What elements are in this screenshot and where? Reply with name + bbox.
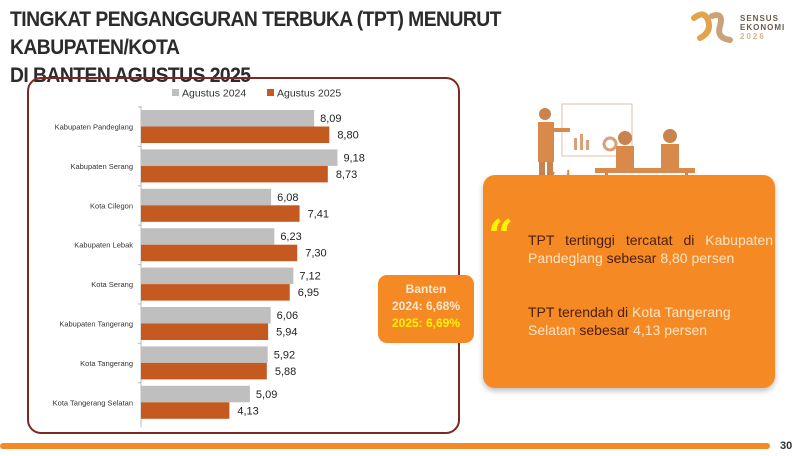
region-highlight: Kota Tangerang Selatan	[528, 304, 731, 338]
bar	[141, 362, 267, 380]
lowest-tpt-text: TPT terendah di Kota Tangerang Selatan s…	[528, 303, 773, 339]
chart-card: Agustus 2024 Agustus 2025 Kabupaten Pandeg…	[27, 77, 474, 434]
category-label: Kabupaten Pandeglang	[55, 123, 133, 132]
bar	[141, 346, 268, 363]
quote-icon: “	[488, 211, 514, 262]
bar	[141, 284, 290, 301]
banten-2024: 2024: 6,68%	[391, 299, 461, 313]
data-label: 6,06	[277, 310, 298, 322]
sensus-ekonomi-logo: SENSUS EKONOMI 2026	[690, 8, 800, 48]
data-label: 7,41	[308, 208, 329, 220]
data-label: 6,23	[280, 231, 301, 243]
bar	[141, 228, 275, 245]
bar	[141, 307, 271, 324]
category-label: Kota Tangerang	[80, 359, 133, 368]
logo-text: EKONOMI	[740, 23, 786, 32]
category-label: Kota Tangerang Selatan	[53, 398, 133, 407]
data-label: 5,88	[275, 366, 296, 378]
data-label: 9,18	[343, 152, 364, 164]
title-line-2: DI BANTEN AGUSTUS 2025	[10, 64, 251, 87]
data-label: 5,09	[256, 389, 277, 401]
bar	[141, 205, 300, 222]
legend-swatch	[267, 89, 274, 96]
bar	[141, 188, 272, 206]
text: TPT terendah di	[528, 304, 633, 320]
text: sebesar	[575, 322, 634, 338]
banten-summary-badge: Banten 2024: 6,68% 2025: 6,69%	[378, 275, 474, 343]
banten-title: Banten	[405, 282, 447, 296]
region-highlight: Kabupaten Pandeglang	[528, 232, 773, 266]
data-label: 8,09	[320, 113, 341, 125]
category-label: Kota Cilegon	[90, 201, 133, 210]
data-label: 4,13	[237, 405, 258, 417]
logo-text: SENSUS	[740, 14, 779, 23]
bar-chart: Agustus 2024 Agustus 2025 Kabupaten Pandeg…	[53, 88, 365, 428]
data-label: 7,12	[299, 271, 320, 283]
bar	[141, 149, 338, 166]
data-label: 6,95	[298, 287, 319, 299]
page-number: 30	[780, 440, 793, 452]
data-label: 8,80	[337, 130, 358, 142]
data-label: 7,30	[305, 248, 326, 260]
data-label: 5,94	[276, 327, 297, 339]
highlight-box	[483, 175, 775, 388]
bar	[141, 165, 328, 183]
title-line-1: TINGKAT PENGANGGURAN TERBUKA (TPT) MENUR…	[10, 8, 501, 59]
data-label: 8,73	[336, 169, 357, 181]
legend-label: Agustus 2024	[182, 88, 246, 100]
legend-label: Agustus 2025	[277, 88, 341, 100]
category-label: Kabupaten Tangerang	[59, 320, 133, 329]
bar	[141, 402, 230, 419]
text: sebesar	[602, 250, 661, 266]
logo-text: 2026	[740, 32, 766, 41]
bar	[141, 267, 294, 285]
footer-bar	[0, 443, 770, 449]
category-label: Kota Serang	[91, 280, 133, 289]
highest-tpt-text: TPT tertinggi tercatat di Kabupaten Pand…	[528, 231, 773, 267]
bar	[141, 323, 269, 340]
data-label: 6,08	[277, 192, 298, 204]
value-highlight: 4,13 persen	[633, 322, 708, 338]
category-label: Kabupaten Lebak	[74, 241, 133, 250]
banten-2025: 2025: 6,69%	[391, 316, 461, 330]
data-label: 5,92	[274, 349, 295, 361]
logo-mark-icon	[691, 11, 733, 43]
bar	[141, 385, 250, 403]
category-label: Kabupaten Serang	[70, 162, 133, 171]
bar	[141, 244, 298, 262]
page-title: TINGKAT PENGANGGURAN TERBUKA (TPT) MENUR…	[10, 6, 672, 90]
bar	[141, 126, 330, 143]
text: TPT tertinggi tercatat di	[528, 232, 706, 248]
bar	[141, 110, 315, 127]
value-highlight: 8,80 persen	[660, 250, 735, 266]
legend-swatch	[172, 89, 179, 96]
